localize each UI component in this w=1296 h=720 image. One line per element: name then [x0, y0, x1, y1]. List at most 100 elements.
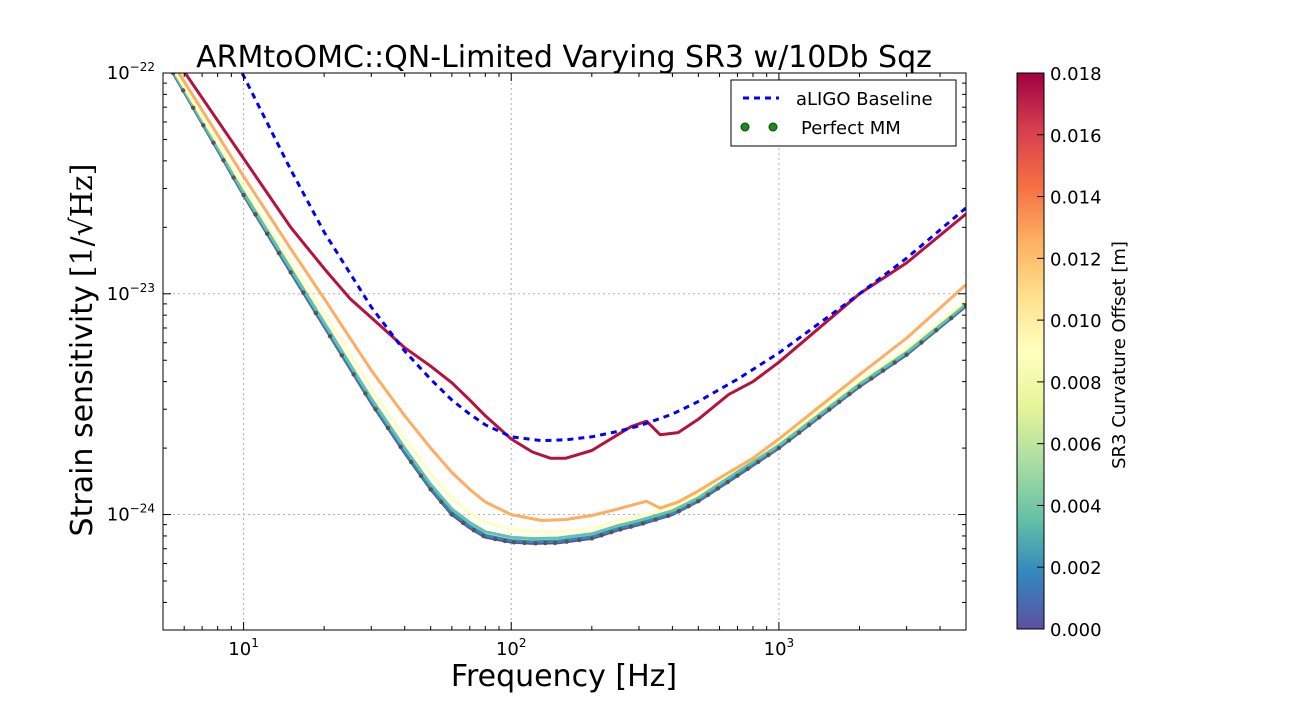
colorbar-tick-label: 0.018 [1050, 64, 1102, 85]
series-perfect-mm [170, 73, 966, 546]
perfect-mm-point [543, 540, 548, 546]
perfect-mm-point [776, 445, 782, 451]
perfect-mm-point [398, 444, 403, 449]
x-tick-label: 102 [496, 636, 527, 660]
perfect-mm-point [676, 509, 682, 514]
perfect-mm-point [869, 376, 874, 381]
perfect-mm-point [806, 422, 812, 428]
series-offset-0-012 [177, 73, 966, 522]
legend-label-baseline: aLIGO Baseline [796, 89, 933, 110]
x-tick-label-base: 10 [496, 639, 519, 660]
perfect-mm-point [460, 520, 466, 526]
colorbar-tick-label: 0.008 [1050, 373, 1102, 394]
perfect-mm-point [231, 175, 236, 180]
y-tick-label: 10−24 [107, 502, 155, 526]
perfect-mm-point [686, 504, 691, 509]
colorbar-tick-label: 0.014 [1050, 188, 1102, 209]
perfect-mm-point [640, 521, 646, 526]
colorbar-tick-label: 0.004 [1050, 496, 1102, 517]
perfect-mm-point [618, 527, 623, 532]
perfect-mm-point [288, 270, 293, 275]
perfect-mm-point [892, 360, 897, 365]
y-tick-label-base: 10 [107, 505, 130, 526]
perfect-mm-point [241, 192, 246, 198]
perfect-mm-point [327, 334, 333, 339]
colorbar-tick-label: 0.010 [1050, 311, 1102, 332]
perfect-mm-point [211, 140, 216, 145]
perfect-mm-point [522, 540, 527, 546]
perfect-mm-point [963, 303, 966, 309]
x-tick-label: 103 [764, 636, 795, 660]
colorbar-label: SR3 Curvature Offset [m] [1109, 241, 1130, 469]
legend-marker-perfect-mm [768, 122, 778, 132]
perfect-mm-point [439, 499, 444, 505]
perfect-mm-point [428, 487, 433, 492]
perfect-mm-point [705, 492, 711, 497]
colorbar: 0.000 0.002 0.004 0.006 0.008 0.010 0.012 0.014… [1016, 64, 1130, 641]
y-tick-label: 10−23 [107, 281, 155, 305]
perfect-mm-point [786, 438, 792, 443]
perfect-mm-point [502, 538, 507, 544]
y-tick-label: 10−22 [107, 60, 155, 84]
perfect-mm-point [745, 466, 750, 471]
perfect-mm-point [385, 425, 391, 431]
y-axis-label-text: Strain sensitivity [65, 285, 100, 536]
perfect-mm-point [817, 415, 822, 420]
perfect-mm-point [471, 528, 476, 533]
perfect-mm-point [221, 158, 226, 163]
perfect-mm-point [301, 290, 306, 295]
perfect-mm-point [552, 540, 558, 546]
perfect-mm-point [904, 352, 909, 357]
perfect-mm-point [511, 540, 517, 545]
colorbar-tick-label: 0.012 [1050, 249, 1102, 270]
colorbar-tick-label: 0.002 [1050, 558, 1102, 579]
perfect-mm-point [847, 392, 852, 397]
perfect-mm-point [949, 316, 954, 321]
colorbar-tick-label: 0.006 [1050, 435, 1102, 456]
y-tick-label-base: 10 [107, 63, 130, 84]
series-offset-0-018 [183, 73, 966, 460]
perfect-mm-point [577, 537, 582, 543]
perfect-mm-point [339, 353, 344, 358]
x-tick-label-base: 10 [764, 639, 787, 660]
x-tick-label: 101 [228, 636, 259, 660]
perfect-mm-point [449, 512, 455, 517]
perfect-mm-point [533, 541, 538, 546]
perfect-mm-point [264, 231, 270, 236]
colorbar-tick-label: 0.000 [1050, 620, 1102, 641]
perfect-mm-point [201, 123, 206, 128]
perfect-mm-point [756, 459, 761, 465]
perfect-mm-point [589, 536, 594, 541]
series-aligo-baseline [240, 73, 966, 443]
perfect-mm-point [492, 536, 498, 542]
perfect-mm-point [715, 486, 721, 491]
x-axis-label: Frequency [Hz] [451, 659, 677, 694]
perfect-mm-point [725, 479, 730, 485]
y-tick-label-exp: −22 [130, 60, 155, 74]
perfect-mm-point [696, 499, 701, 504]
perfect-mm-point [653, 517, 658, 522]
perfect-mm-point [276, 250, 282, 256]
colorbar-bar [1016, 72, 1045, 630]
perfect-mm-point [170, 73, 176, 76]
perfect-mm-point [796, 430, 802, 435]
perfect-mm-point [827, 407, 832, 412]
chart-title: ARMtoOMC::QN-Limited Varying SR3 w/10Db … [196, 40, 932, 75]
perfect-mm-point [564, 539, 569, 544]
perfect-mm-point [373, 407, 378, 412]
perfect-mm-point [313, 310, 318, 316]
y-axis-label: Strain sensitivity [1/√Hz] [65, 164, 100, 537]
series-layer [170, 73, 966, 546]
x-tick-label-base: 10 [228, 639, 251, 660]
legend-marker-perfect-mm [740, 122, 750, 132]
legend-label-perfect-mm: Perfect MM [801, 118, 901, 139]
perfect-mm-point [766, 452, 771, 458]
perfect-mm-point [418, 473, 424, 478]
y-tick-label-exp: −24 [130, 502, 155, 516]
colorbar-ticks: 0.000 0.002 0.004 0.006 0.008 0.010 0.012 0.014… [1037, 64, 1102, 641]
perfect-mm-point [837, 399, 842, 405]
series-offset-0-004 [172, 73, 966, 541]
perfect-mm-point [735, 473, 740, 478]
legend-box [730, 79, 957, 147]
